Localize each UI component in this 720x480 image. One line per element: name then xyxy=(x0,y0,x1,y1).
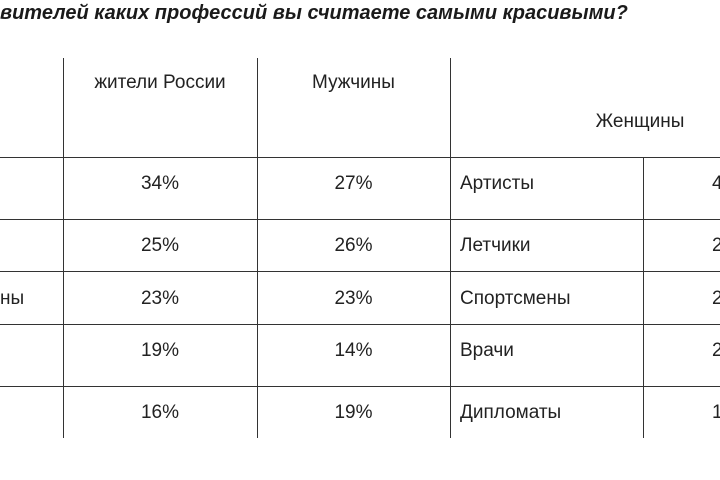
cell-men: 14% xyxy=(334,340,373,361)
header-russia: жители России xyxy=(94,72,226,93)
cell-women-profession: Дипломаты xyxy=(460,402,562,423)
row-divider xyxy=(0,386,720,387)
cell-men: 26% xyxy=(334,235,373,256)
cell-women-profession: Врачи xyxy=(460,340,514,361)
row-divider xyxy=(0,271,720,272)
cell-women-profession: Спортсмены xyxy=(460,288,571,309)
header-women: Женщины xyxy=(595,111,685,132)
cell-men: 19% xyxy=(334,402,373,423)
row-divider xyxy=(0,219,720,220)
row-divider xyxy=(0,324,720,325)
row-label: ны xyxy=(0,288,25,309)
column-divider xyxy=(63,58,64,438)
cell-women-profession: Летчики xyxy=(460,235,531,256)
cell-women-value: 2 xyxy=(712,340,720,361)
cell-russia: 16% xyxy=(140,402,180,423)
cell-men: 23% xyxy=(334,288,373,309)
column-divider xyxy=(257,58,258,438)
cell-women-profession: Артисты xyxy=(460,173,534,194)
cell-women-value: 4 xyxy=(712,173,720,194)
cell-women-value: 2 xyxy=(712,235,720,256)
header-men: Мужчины xyxy=(312,72,395,93)
cell-russia: 25% xyxy=(140,235,180,256)
table-title: вителей каких профессий вы считаете самы… xyxy=(0,2,628,24)
column-divider xyxy=(643,158,644,438)
cell-russia: 23% xyxy=(140,288,180,309)
row-divider xyxy=(0,157,720,158)
cell-men: 27% xyxy=(334,173,373,194)
cell-women-value: 1 xyxy=(712,402,720,423)
cell-russia: 19% xyxy=(140,340,180,361)
column-divider xyxy=(450,58,451,438)
cell-russia: 34% xyxy=(140,173,180,194)
cell-women-value: 2 xyxy=(712,288,720,309)
